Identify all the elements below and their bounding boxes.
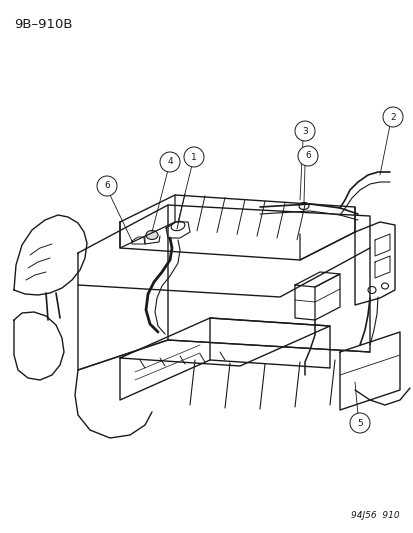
- Text: 3: 3: [301, 126, 307, 135]
- Circle shape: [97, 176, 117, 196]
- Text: 9B–910B: 9B–910B: [14, 18, 72, 31]
- Text: 6: 6: [304, 151, 310, 160]
- Circle shape: [297, 146, 317, 166]
- Text: 94J56  910: 94J56 910: [351, 511, 399, 520]
- Circle shape: [159, 152, 180, 172]
- Circle shape: [294, 121, 314, 141]
- Text: 2: 2: [389, 112, 395, 122]
- Text: 4: 4: [167, 157, 172, 166]
- Circle shape: [349, 413, 369, 433]
- Ellipse shape: [146, 230, 158, 239]
- Text: 5: 5: [356, 418, 362, 427]
- Text: 1: 1: [191, 152, 197, 161]
- Text: 6: 6: [104, 182, 109, 190]
- Circle shape: [382, 107, 402, 127]
- Circle shape: [183, 147, 204, 167]
